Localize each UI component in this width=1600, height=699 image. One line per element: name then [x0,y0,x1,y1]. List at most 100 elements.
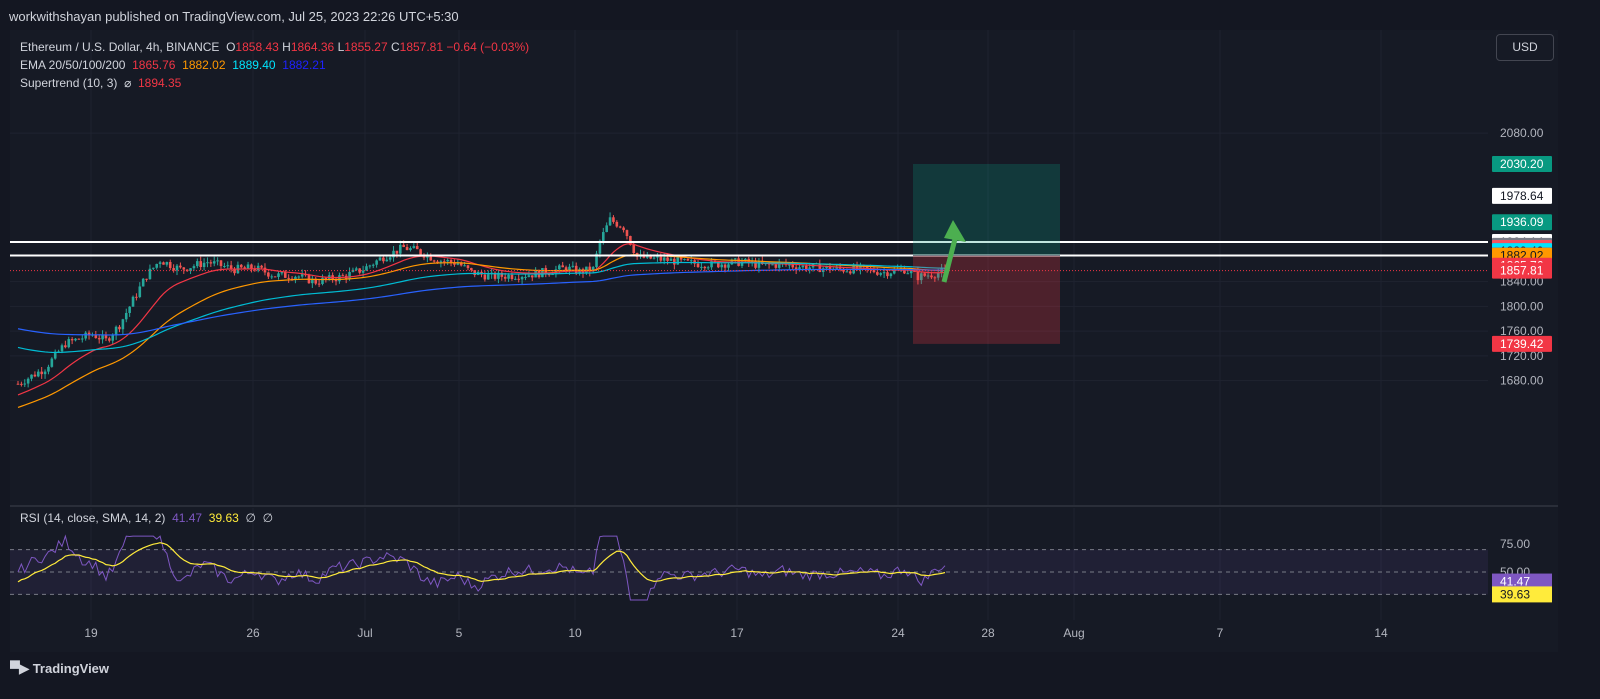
candle-body [804,265,808,270]
candle-body [314,278,318,284]
rsi-sma-value: 39.63 [208,511,239,525]
candle-body [507,274,510,279]
candle-body [595,253,598,268]
candle-body [612,217,615,222]
supertrend-symbol: ⌀ [124,76,132,90]
candle-body [554,269,558,275]
candle-body [696,263,700,268]
candle-body [733,258,737,260]
currency-button[interactable]: USD [1496,34,1554,61]
change-value: −0.64 (−0.03%) [446,40,530,54]
candle-body [791,264,795,268]
candle-body [936,272,940,278]
candle-body [101,334,104,340]
candle-body [818,263,822,273]
candle-body [673,258,676,265]
symbol-name[interactable]: Ethereum / U.S. Dollar, 4h, BINANCE [20,40,220,54]
candle-body [909,270,913,274]
candle-body [879,273,883,275]
candle-body [260,265,263,268]
candle-body [848,271,852,274]
candle-body [926,275,930,277]
rsi-tag [1492,586,1552,603]
candle-body [395,250,399,254]
price-tag [1492,187,1552,204]
candle-body [388,257,392,260]
candle-body [625,230,629,237]
candle-body [710,260,713,268]
candle-body [77,338,81,340]
candle-body [253,269,257,271]
supertrend-label[interactable]: Supertrend (10, 3) [20,76,118,90]
ema-label[interactable]: EMA 20/50/100/200 [20,58,126,72]
candle-body [740,261,744,266]
candle-body [226,265,230,267]
candle-body [199,261,202,268]
candle-body [771,264,774,266]
candle-body [206,262,209,264]
candle-body [50,358,54,367]
candle-body [80,338,84,340]
candle-body [463,265,466,267]
candle-body [365,266,368,271]
tradingview-logo[interactable]: ▀▶ TradingView [10,660,109,677]
up-arrow-shaft [941,234,959,283]
ema200-line [17,268,946,336]
candle-body [561,265,564,268]
candle-body [720,264,724,268]
x-tick-label: 17 [730,626,744,640]
candle-body [87,332,91,336]
candle-body [321,277,324,284]
candle-body [84,332,87,339]
candle-body [104,334,108,339]
candle-body [808,267,811,270]
candle-body [845,271,849,273]
price-tag [1492,262,1552,279]
candle-body [375,260,378,265]
candle-body [283,272,287,278]
candle-body [358,268,362,273]
price-chart[interactable]: 2080.001840.001800.001760.001720.001680.… [10,30,1558,652]
candle-body [497,272,500,279]
candle-body [131,296,135,307]
candle-body [392,250,395,258]
rsi-label[interactable]: RSI (14, close, SMA, 14, 2) [20,511,166,525]
x-tick-label: 5 [456,626,463,640]
candle-body [405,247,409,251]
candle-body [442,261,446,263]
candle-body [923,273,927,276]
candle-body [192,266,196,269]
candle-body [588,266,592,272]
candle-body [30,374,33,379]
candle-body [683,258,686,260]
candle-body [835,266,839,269]
rsi-tag-label: 75.00 [1500,537,1530,551]
tradingview-logo-text: TradingView [32,661,110,676]
publisher-bar: workwithshayan published on TradingView.… [0,0,1600,30]
candle-body [246,264,250,269]
candle-body [239,264,243,268]
price-tag-label: 1936.09 [1500,215,1544,229]
candle-body [686,258,690,261]
candle-body [348,272,351,279]
candle-body [483,274,487,280]
candle-body [162,262,165,265]
rsi-legend: RSI (14, close, SMA, 14, 2) 41.47 39.63 … [20,511,273,525]
candle-body [470,268,473,271]
candle-body [124,312,128,320]
chart-area[interactable]: 2080.00 1840.00 1800.00 1760.00 1720.00 1680.… [10,30,1558,652]
candles-group [16,212,947,388]
candle-body [524,276,527,278]
candle-body [53,351,57,359]
candle-body [930,275,933,278]
x-tick-label: 14 [1374,626,1388,640]
candle-body [382,257,385,262]
candle-body [338,275,341,282]
candle-body [892,269,896,274]
x-tick-label: Aug [1063,626,1084,640]
rsi-tag-label: 39.63 [1500,587,1530,601]
candle-body [517,278,521,280]
candle-body [412,246,416,249]
candle-body [182,267,186,270]
candle-body [118,326,121,330]
